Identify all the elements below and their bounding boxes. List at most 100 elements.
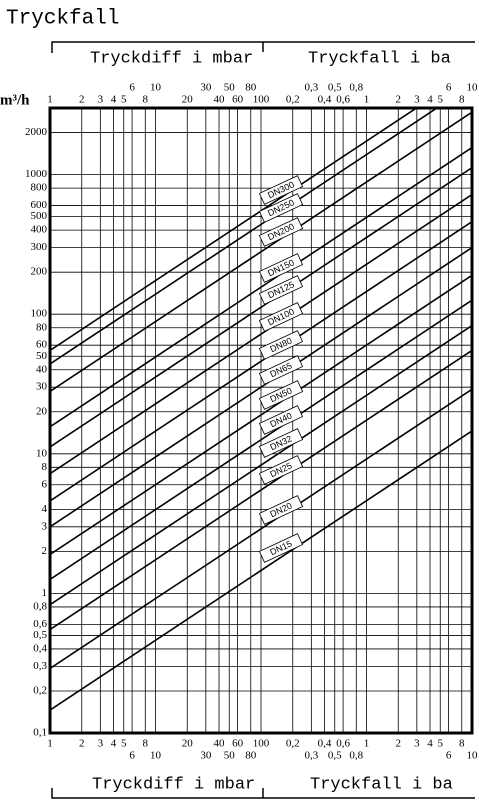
x-tick-label-bottom: 0,4 (318, 738, 332, 750)
flow-line (50, 246, 472, 528)
x-tick-label-top: 20 (182, 94, 194, 106)
x-tick-label-top: 8 (459, 94, 465, 106)
x-tick-label-top: 0,8 (349, 82, 363, 94)
y-tick-label: 20 (36, 405, 48, 417)
x-tick-label-bottom: 30 (200, 750, 212, 762)
dn-tag-box (258, 302, 304, 332)
x-tick-label-top: 1 (364, 94, 370, 106)
x-tick-label-bottom: 10 (150, 750, 162, 762)
y-tick-label: 80 (36, 321, 48, 333)
x-tick-label-bottom: 0,5 (328, 750, 342, 762)
x-tick-label-top: 8 (143, 94, 149, 106)
flow-line (50, 430, 472, 711)
flow-line (50, 349, 472, 631)
dn-tag: DN25 (258, 455, 304, 485)
y-tick-label: 3 (42, 520, 48, 532)
x-tick-label-bottom: 0,2 (286, 738, 300, 750)
dn-tag-box (258, 495, 304, 525)
x-tick-label-top: 80 (245, 82, 257, 94)
dn-tag-box (258, 330, 304, 360)
x-tick-label-bottom: 6 (446, 750, 452, 762)
x-tick-label-top: 0,4 (318, 94, 332, 106)
x-label-left-bottom: Tryckdiff i mbar (92, 775, 255, 794)
y-tick-label: 400 (31, 224, 48, 236)
bracket-top (51, 41, 475, 53)
x-tick-label-bottom: 20 (182, 738, 194, 750)
y-label: m³/h (0, 92, 30, 108)
y-tick-label: 8 (42, 461, 48, 473)
dn-tag-box (258, 253, 304, 283)
x-tick-label-top: 0,2 (286, 94, 300, 106)
y-tick-label: 800 (31, 182, 48, 194)
x-tick-label-bottom: 0,6 (336, 738, 350, 750)
x-label-right: Tryckfall i ba (308, 49, 451, 68)
y-tick-label: 10 (36, 447, 48, 459)
flow-line (50, 111, 472, 393)
y-tick-label: 40 (36, 363, 48, 375)
flow-line (50, 274, 472, 556)
x-tick-label-bottom: 0,8 (349, 750, 363, 762)
legend-label: DN100 (266, 306, 296, 327)
dn-tag-box (258, 175, 304, 205)
x-tick-label-top: 50 (224, 82, 236, 94)
y-tick-label: 2000 (25, 126, 48, 138)
dn-tag: DN100 (258, 302, 304, 332)
x-tick-label-top: 2 (396, 94, 402, 106)
y-tick-label: 300 (31, 241, 48, 253)
y-tick-label: 100 (31, 308, 48, 320)
plot-frame (48, 106, 474, 735)
dn-tag: DN80 (258, 330, 304, 360)
dn-tag-box (258, 405, 304, 435)
dn-tag-box (258, 428, 304, 458)
legend-label: DN150 (266, 257, 296, 278)
bracket-bottom (51, 788, 475, 799)
x-label-left: Tryckdiff i mbar (90, 49, 253, 68)
x-tick-label-bottom: 0,3 (304, 750, 318, 762)
x-tick-label-top: 6 (129, 82, 135, 94)
flow-line (50, 167, 472, 448)
dn-tag-box (258, 355, 304, 385)
x-tick-label-bottom: 6 (129, 750, 135, 762)
y-tick-label: 4 (42, 503, 48, 515)
x-tick-label-bottom: 10 (467, 750, 479, 762)
dn-tag-box (258, 533, 304, 563)
y-tick-label: 0,8 (33, 600, 47, 612)
y-tick-label: 0,1 (33, 727, 47, 739)
x-tick-label-top: 30 (200, 82, 212, 94)
y-tick-label: 600 (31, 199, 48, 211)
flow-line (50, 108, 439, 365)
flow-line (50, 324, 472, 606)
x-tick-label-bottom: 2 (79, 738, 85, 750)
dn-tag-box (258, 380, 304, 410)
x-tick-label-top: 0,6 (336, 94, 350, 106)
x-tick-label-bottom: 5 (121, 738, 127, 750)
y-tick-label: 0,5 (33, 629, 47, 641)
flow-line (50, 146, 472, 428)
y-tick-label: 0,6 (33, 618, 47, 630)
x-tick-label-bottom: 8 (143, 738, 149, 750)
x-tick-label-top: 0,3 (304, 82, 318, 94)
x-tick-label-top: 10 (150, 82, 162, 94)
x-tick-label-top: 1 (47, 94, 53, 106)
dn-tag: DN65 (258, 355, 304, 385)
dn-tag: DN20 (258, 495, 304, 525)
x-tick-label-bottom: 1 (47, 738, 53, 750)
y-tick-label: 6 (42, 478, 48, 490)
x-tick-label-top: 6 (446, 82, 452, 94)
y-tick-label: 500 (31, 210, 48, 222)
x-tick-label-top: 4 (427, 94, 433, 106)
flow-line (50, 299, 472, 581)
y-tick-label: 1000 (25, 168, 48, 180)
y-tick-label: 30 (36, 381, 48, 393)
x-tick-label-top: 60 (232, 94, 244, 106)
dn-tag: DN50 (258, 380, 304, 410)
y-tick-label: 50 (36, 350, 48, 362)
x-tick-label-bottom: 100 (253, 738, 270, 750)
y-tick-label: 0,3 (33, 660, 47, 672)
x-tick-label-bottom: 40 (214, 738, 226, 750)
x-tick-label-bottom: 50 (224, 750, 236, 762)
x-tick-label-top: 3 (98, 94, 104, 106)
x-tick-label-top: 2 (79, 94, 85, 106)
x-tick-label-bottom: 2 (396, 738, 402, 750)
